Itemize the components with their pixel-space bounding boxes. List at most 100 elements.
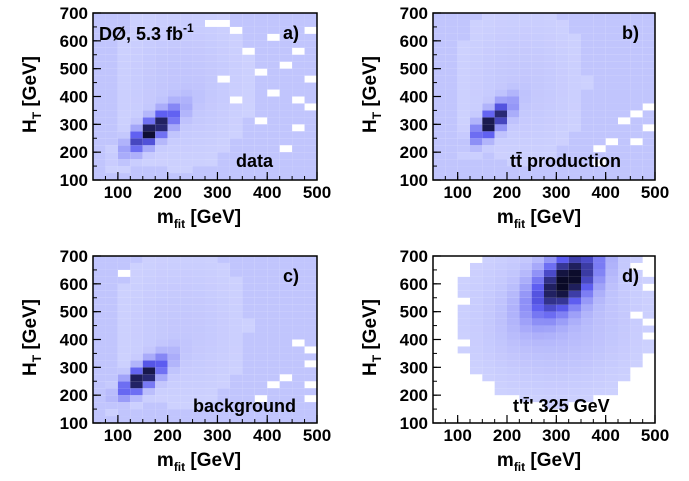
heatmap-bin	[507, 47, 520, 55]
heatmap-bin	[593, 124, 606, 132]
heatmap-bin	[229, 374, 243, 382]
heatmap-bin	[568, 152, 581, 160]
heatmap-bin	[556, 325, 569, 333]
heatmap-bin	[205, 402, 218, 410]
heatmap-bin	[292, 68, 305, 76]
heatmap-bin	[556, 297, 569, 305]
heatmap-bin	[292, 110, 305, 118]
heatmap-bin	[155, 33, 168, 41]
heatmap-bin	[105, 353, 118, 361]
heatmap-bin	[457, 283, 470, 291]
heatmap-bin	[130, 173, 143, 180]
heatmap-bin	[568, 47, 581, 55]
heatmap-bin	[229, 82, 243, 90]
heatmap-bin	[117, 402, 131, 410]
heatmap-bin	[544, 96, 557, 104]
heatmap-bin	[292, 367, 305, 375]
heatmap-bin	[304, 96, 317, 104]
heatmap-bin	[507, 152, 520, 160]
heatmap-bin	[205, 40, 218, 48]
heatmap-bin	[519, 332, 532, 340]
heatmap-bin	[445, 110, 458, 118]
heatmap-bin	[494, 360, 507, 368]
heatmap-bin	[457, 103, 470, 111]
heatmap-bin	[142, 138, 156, 146]
heatmap-bin	[642, 61, 655, 69]
heatmap-bin	[568, 360, 581, 368]
heatmap-bin	[618, 26, 631, 34]
heatmap-bin	[581, 311, 594, 319]
heatmap-bin	[544, 68, 557, 76]
heatmap-bin	[457, 124, 470, 132]
heatmap-bin	[642, 68, 655, 76]
heatmap-bin	[217, 68, 230, 76]
heatmap-bin	[581, 82, 594, 90]
heatmap-bin	[93, 173, 106, 180]
heatmap-bin	[155, 269, 168, 277]
heatmap-bin	[457, 47, 470, 55]
heatmap-bin	[457, 26, 470, 34]
heatmap-bin	[254, 89, 268, 97]
heatmap-bin	[242, 409, 255, 417]
heatmap-bin	[630, 166, 643, 174]
heatmap-bin	[304, 33, 317, 41]
heatmap-bin	[105, 276, 118, 284]
heatmap-bin	[605, 297, 618, 305]
heatmap-bin	[292, 131, 305, 139]
heatmap-bin	[457, 152, 470, 160]
heatmap-bin	[267, 339, 280, 347]
heatmap-bin	[605, 110, 618, 118]
heatmap-bin	[519, 269, 532, 277]
heatmap-bin	[205, 54, 218, 62]
heatmap-bin	[568, 138, 581, 146]
heatmap-bin	[593, 19, 606, 27]
heatmap-bin	[142, 13, 156, 20]
x-tick-label: 300	[542, 183, 570, 202]
heatmap-bin	[433, 110, 446, 118]
y-tick-label: 500	[400, 60, 428, 79]
heatmap-bin	[155, 297, 168, 305]
heatmap-bin	[605, 353, 618, 361]
heatmap-bin	[192, 96, 205, 104]
heatmap-bin	[229, 416, 243, 423]
heatmap-bin	[279, 110, 293, 118]
heatmap-bin	[292, 297, 305, 305]
heatmap-bin	[507, 54, 520, 62]
heatmap-bin	[433, 159, 446, 167]
heatmap-bin	[519, 96, 532, 104]
heatmap-bin	[93, 159, 106, 167]
heatmap-bin	[279, 304, 293, 312]
heatmap-bin	[519, 40, 532, 48]
heatmap-bin	[130, 138, 143, 146]
heatmap-bin	[507, 283, 520, 291]
heatmap-bin	[642, 26, 655, 34]
heatmap-bin	[630, 103, 643, 111]
heatmap-bin	[605, 82, 618, 90]
heatmap-bin	[482, 152, 495, 160]
heatmap-bin	[130, 159, 143, 167]
heatmap-bin	[279, 367, 293, 375]
heatmap-bin	[593, 318, 606, 326]
heatmap-bin	[605, 159, 618, 167]
heatmap-bin	[192, 297, 205, 305]
heatmap-bin	[531, 124, 544, 132]
heatmap-bin	[117, 40, 131, 48]
heatmap-bin	[167, 75, 181, 83]
heatmap-bin	[142, 290, 156, 298]
heatmap-bin	[494, 325, 507, 333]
heatmap-bin	[205, 47, 218, 55]
heatmap-bin	[205, 138, 218, 146]
heatmap-bin	[93, 332, 106, 340]
heatmap-bin	[229, 40, 243, 48]
heatmap-bin	[117, 360, 131, 368]
heatmap-bin	[142, 256, 156, 263]
heatmap-bin	[618, 33, 631, 41]
heatmap-bin	[167, 33, 181, 41]
heatmap-bin	[242, 117, 255, 125]
heatmap-bin	[605, 166, 618, 174]
heatmap-bin	[229, 339, 243, 347]
heatmap-bin	[105, 166, 118, 174]
heatmap-bin	[519, 339, 532, 347]
heatmap-bin	[242, 26, 255, 34]
heatmap-bin	[605, 40, 618, 48]
